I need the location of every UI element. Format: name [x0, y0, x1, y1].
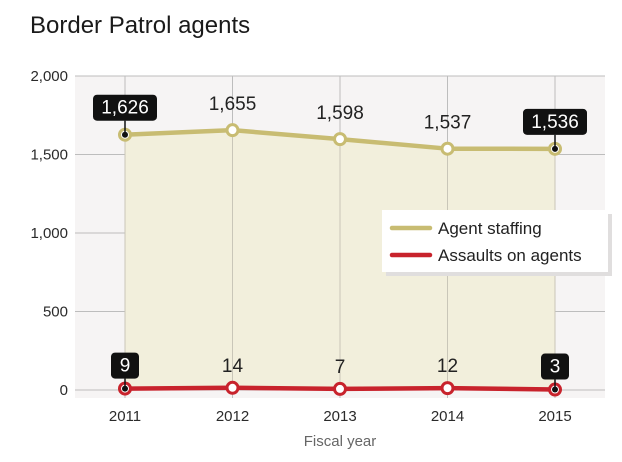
- callout-dot: [122, 385, 128, 392]
- data-label-agent-staffing: 1,536: [531, 112, 579, 133]
- data-label-assaults: 14: [222, 356, 244, 377]
- callout-box: [93, 94, 157, 121]
- point-agent-staffing: [225, 123, 240, 138]
- x-tick-label: 2014: [431, 408, 464, 425]
- point-agent-staffing: [333, 132, 347, 147]
- y-tick-label: 0: [60, 382, 68, 399]
- data-label-assaults: 9: [120, 356, 131, 377]
- legend-label: Agent staffing: [438, 219, 542, 238]
- legend-label: Assaults on agents: [438, 246, 582, 265]
- callout-box: [111, 352, 139, 379]
- data-label-assaults: 7: [335, 357, 346, 378]
- data-label-agent-staffing: 1,626: [101, 98, 149, 119]
- x-tick-label: 2015: [538, 408, 571, 425]
- x-tick-label: 2013: [323, 408, 356, 425]
- y-tick-label: 1,000: [30, 225, 68, 242]
- data-label-agent-staffing: 1,598: [316, 103, 364, 124]
- point-agent-staffing: [440, 141, 455, 156]
- callout-dot: [552, 145, 558, 152]
- x-axis-title: Fiscal year: [304, 433, 377, 450]
- y-tick-label: 2,000: [30, 68, 68, 85]
- data-label-agent-staffing: 1,537: [424, 113, 472, 134]
- callout-box: [523, 108, 587, 135]
- legend-box: [382, 210, 608, 272]
- data-label-assaults: 12: [437, 356, 458, 377]
- data-label-assaults: 3: [550, 357, 561, 378]
- point-assaults: [333, 381, 347, 396]
- x-tick-label: 2011: [109, 408, 141, 425]
- legend: Agent staffing Assaults on agents: [382, 210, 612, 276]
- y-tick-label: 1,500: [30, 147, 68, 164]
- y-tick-label: 500: [43, 304, 68, 321]
- chart-title: Border Patrol agents: [30, 12, 251, 39]
- callout-box: [541, 353, 569, 380]
- x-tick-label: 2012: [216, 408, 249, 425]
- callout-dot: [552, 386, 558, 393]
- point-assaults: [225, 380, 240, 395]
- data-label-agent-staffing: 1,655: [209, 94, 257, 115]
- callout-dot: [122, 131, 128, 138]
- point-assaults: [440, 381, 455, 396]
